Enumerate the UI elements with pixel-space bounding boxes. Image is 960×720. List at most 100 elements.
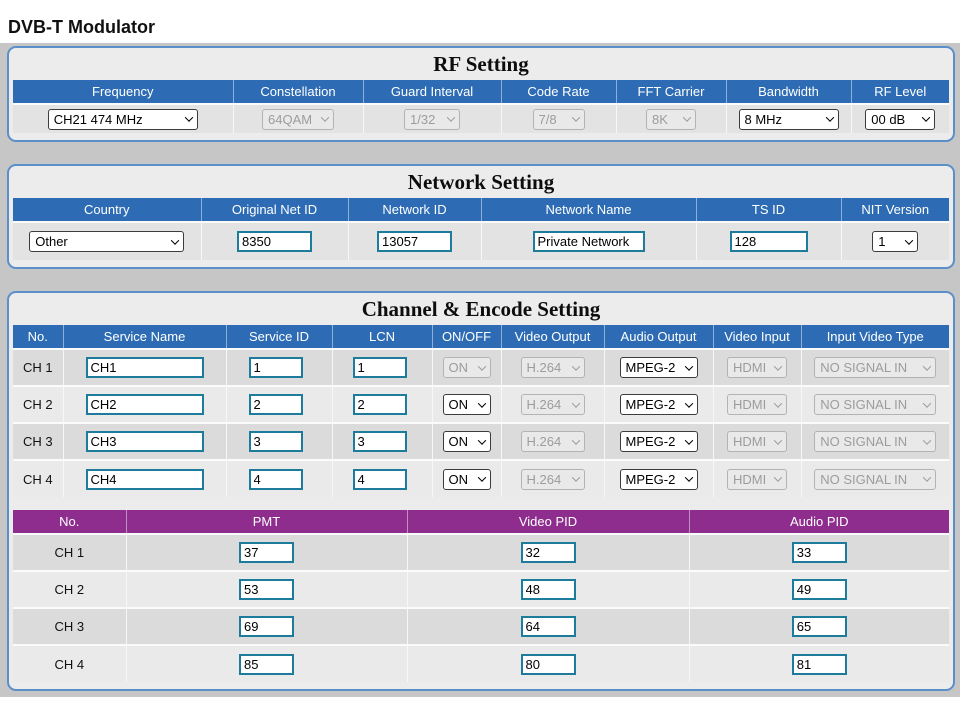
col-header-video-input: Video Input <box>712 325 801 349</box>
on-off-select-ch2[interactable]: ON <box>442 394 491 415</box>
video-pid-input-ch1[interactable] <box>520 542 576 563</box>
network-setting-section: Network Setting Country Original Net ID … <box>7 164 955 269</box>
lcn-input-ch3[interactable] <box>352 431 407 452</box>
col-header-ts-id: TS ID <box>695 198 841 222</box>
chevron-down-icon <box>773 435 783 445</box>
channel-row-ch2: CH 2 ON H.264 MPEG-2 HDMI NO SIGNAL IN <box>13 385 949 423</box>
audio-output-select-ch3[interactable]: MPEG-2 <box>619 431 698 452</box>
service-id-input-ch3[interactable] <box>248 431 303 452</box>
video-output-select-ch2: H.264 <box>520 394 585 415</box>
frequency-select[interactable]: CH21 474 MHz <box>47 108 198 130</box>
video-input-select-ch1: HDMI <box>727 357 787 378</box>
audio-output-select-ch4[interactable]: MPEG-2 <box>619 468 698 490</box>
audio-pid-input-ch3[interactable] <box>791 616 847 637</box>
audio-output-select-ch1[interactable]: MPEG-2 <box>619 357 698 378</box>
nit-version-select[interactable]: 1 <box>872 231 919 252</box>
rf-setting-section: RF Setting Frequency Constellation Guard… <box>7 46 955 142</box>
video-pid-input-ch3[interactable] <box>520 616 576 637</box>
service-name-input-ch3[interactable] <box>85 431 204 452</box>
video-input-select-ch2: HDMI <box>727 394 787 415</box>
col-header-pmt: PMT <box>125 510 407 534</box>
input-video-type-select-ch3: NO SIGNAL IN <box>814 431 937 452</box>
chevron-down-icon <box>773 398 783 408</box>
chevron-down-icon <box>923 361 932 371</box>
lcn-input-ch4[interactable] <box>352 468 407 490</box>
col-header-code-rate: Code Rate <box>500 80 616 104</box>
rf-level-select[interactable]: 00 dB <box>865 108 936 130</box>
network-header-row: Country Original Net ID Network ID Netwo… <box>13 198 949 222</box>
network-name-input[interactable] <box>532 231 645 252</box>
service-id-input-ch1[interactable] <box>248 357 303 378</box>
chevron-down-icon <box>684 361 693 371</box>
channel-encode-section: Channel & Encode Setting No. Service Nam… <box>7 291 955 691</box>
col-header-video-pid: Video PID <box>406 510 689 534</box>
col-header-network-name: Network Name <box>480 198 696 222</box>
chevron-down-icon <box>773 361 783 371</box>
service-name-input-ch4[interactable] <box>85 468 204 490</box>
on-off-select-ch1: ON <box>442 357 491 378</box>
channel-header-row: No. Service Name Service ID LCN ON/OFF V… <box>13 325 949 349</box>
service-id-input-ch4[interactable] <box>248 468 303 490</box>
on-off-select-ch4[interactable]: ON <box>442 468 491 490</box>
col-header-country: Country <box>13 198 201 222</box>
country-select[interactable]: Other <box>29 231 185 252</box>
audio-pid-input-ch2[interactable] <box>791 579 847 600</box>
rf-setting-table: Frequency Constellation Guard Interval C… <box>13 80 949 133</box>
lcn-input-ch2[interactable] <box>352 394 407 415</box>
chevron-down-icon <box>923 473 932 482</box>
channel-encode-title: Channel & Encode Setting <box>361 297 601 321</box>
chevron-down-icon <box>171 235 180 245</box>
chevron-down-icon <box>571 398 580 408</box>
pmt-input-ch3[interactable] <box>239 616 294 637</box>
channel-no: CH 1 <box>13 348 63 386</box>
chevron-down-icon <box>320 113 330 122</box>
chevron-down-icon <box>684 435 693 445</box>
channel-no: CH 4 <box>13 459 63 497</box>
pmt-input-ch2[interactable] <box>239 579 294 600</box>
network-id-input[interactable] <box>377 231 452 252</box>
constellation-select: 64QAM <box>262 108 334 130</box>
channel-row-ch1: CH 1 ON H.264 MPEG-2 HDMI NO SIGNAL IN <box>13 348 949 386</box>
input-video-type-select-ch1: NO SIGNAL IN <box>814 357 937 378</box>
col-header-fft-carrier: FFT Carrier <box>615 80 726 104</box>
chevron-down-icon <box>682 113 692 122</box>
service-name-input-ch2[interactable] <box>85 394 204 415</box>
audio-pid-input-ch1[interactable] <box>791 542 847 563</box>
video-pid-input-ch4[interactable] <box>520 653 576 675</box>
ts-id-input[interactable] <box>729 231 808 252</box>
rf-value-row: CH21 474 MHz 64QAM 1/32 7/8 8K 8 MHz 00 … <box>13 103 949 133</box>
pid-no: CH 2 <box>13 570 126 608</box>
guard-interval-select: 1/32 <box>404 108 460 130</box>
audio-pid-input-ch4[interactable] <box>791 653 847 675</box>
chevron-down-icon <box>571 361 580 371</box>
original-net-id-input[interactable] <box>237 231 312 252</box>
video-input-select-ch3: HDMI <box>727 431 787 452</box>
chevron-down-icon <box>923 398 932 408</box>
chevron-down-icon <box>684 398 693 408</box>
pmt-input-ch1[interactable] <box>239 542 294 563</box>
chevron-down-icon <box>922 113 931 122</box>
chevron-down-icon <box>184 113 193 122</box>
channel-no: CH 3 <box>13 422 63 460</box>
network-setting-table: Country Original Net ID Network ID Netwo… <box>13 198 949 260</box>
input-video-type-select-ch2: NO SIGNAL IN <box>814 394 937 415</box>
video-output-select-ch4: H.264 <box>520 468 585 490</box>
pid-no: CH 1 <box>13 533 126 571</box>
pmt-input-ch4[interactable] <box>239 653 294 675</box>
video-output-select-ch1: H.264 <box>520 357 585 378</box>
chevron-down-icon <box>905 235 914 245</box>
channel-table: No. Service Name Service ID LCN ON/OFF V… <box>13 325 949 497</box>
bandwidth-select[interactable]: 8 MHz <box>738 108 839 130</box>
col-header-pid-no: No. <box>13 510 126 534</box>
lcn-input-ch1[interactable] <box>352 357 407 378</box>
col-header-service-id: Service ID <box>225 325 332 349</box>
service-id-input-ch2[interactable] <box>248 394 303 415</box>
service-name-input-ch1[interactable] <box>85 357 204 378</box>
on-off-select-ch3[interactable]: ON <box>442 431 491 452</box>
pid-row-ch3: CH 3 <box>13 607 949 645</box>
col-header-audio-output: Audio Output <box>603 325 713 349</box>
col-header-original-net-id: Original Net ID <box>200 198 348 222</box>
audio-output-select-ch2[interactable]: MPEG-2 <box>619 394 698 415</box>
fft-carrier-select: 8K <box>646 108 696 130</box>
video-pid-input-ch2[interactable] <box>520 579 576 600</box>
